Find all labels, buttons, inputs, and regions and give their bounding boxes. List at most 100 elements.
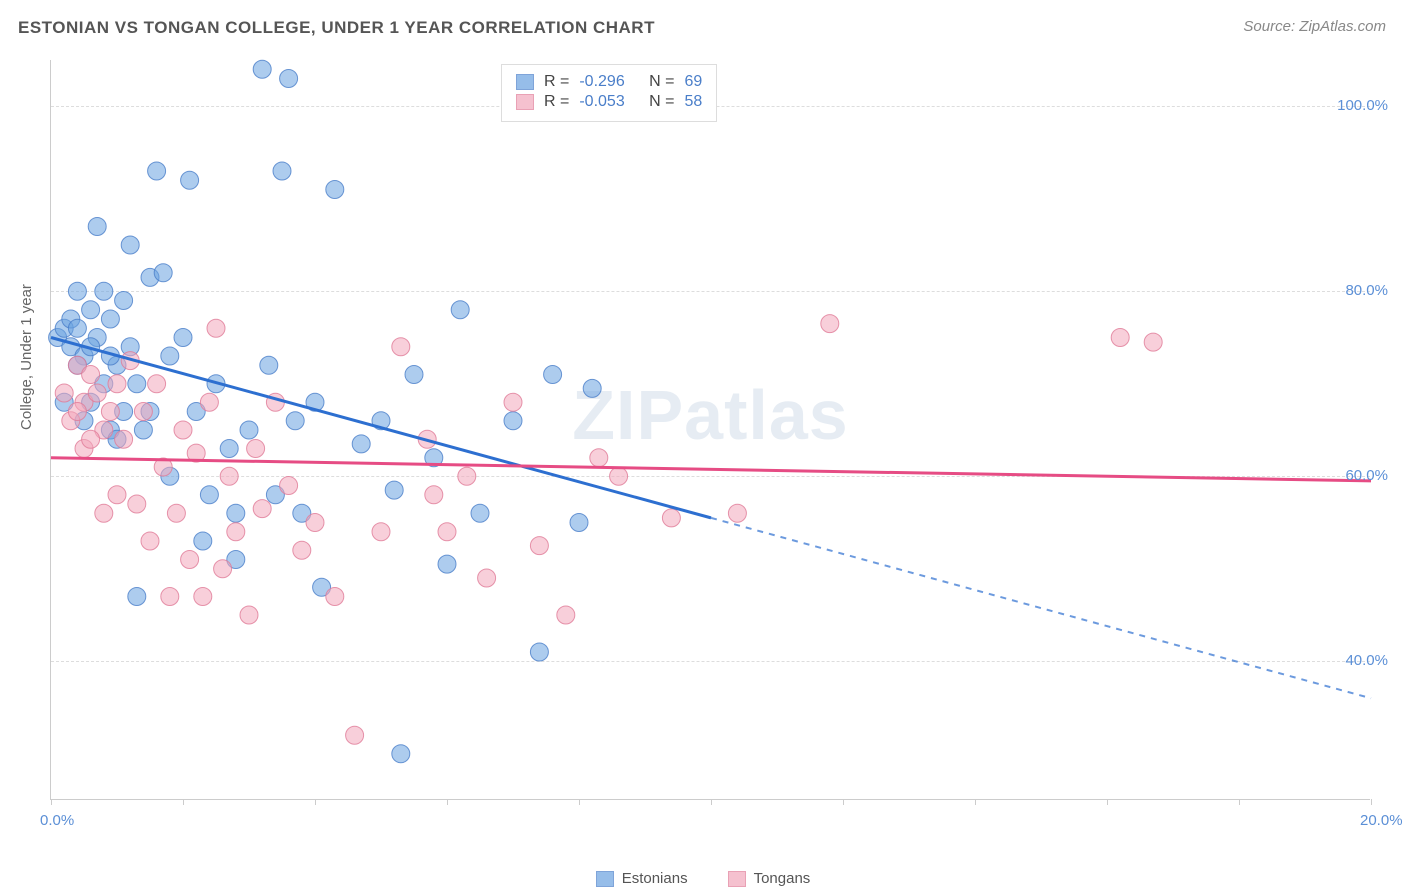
legend-swatch-tongans	[728, 871, 746, 887]
data-point	[438, 523, 456, 541]
data-point	[247, 440, 265, 458]
data-point	[161, 347, 179, 365]
data-point	[458, 467, 476, 485]
data-point	[108, 486, 126, 504]
stats-row-tongans: R = -0.053 N = 58	[516, 93, 702, 111]
data-point	[1144, 333, 1162, 351]
chart-title: ESTONIAN VS TONGAN COLLEGE, UNDER 1 YEAR…	[18, 18, 655, 38]
stats-legend-box: R = -0.296 N = 69 R = -0.053 N = 58	[501, 64, 717, 122]
n-value-estonians: 69	[685, 73, 703, 91]
data-point	[662, 509, 680, 527]
data-point	[108, 375, 126, 393]
trend-line-dashed	[711, 518, 1371, 698]
data-point	[293, 541, 311, 559]
data-point	[148, 162, 166, 180]
y-tick-label: 40.0%	[1345, 652, 1388, 669]
data-point	[220, 467, 238, 485]
data-point	[82, 366, 100, 384]
x-tick-label: 0.0%	[40, 812, 74, 829]
data-point	[214, 560, 232, 578]
data-point	[530, 643, 548, 661]
r-label: R =	[544, 93, 569, 111]
data-point	[392, 338, 410, 356]
data-point	[372, 523, 390, 541]
r-value-estonians: -0.296	[579, 73, 624, 91]
data-point	[352, 435, 370, 453]
data-point	[610, 467, 628, 485]
stats-row-estonians: R = -0.296 N = 69	[516, 73, 702, 91]
data-point	[141, 532, 159, 550]
data-point	[128, 495, 146, 513]
legend-label-tongans: Tongans	[754, 870, 811, 887]
data-point	[194, 532, 212, 550]
data-point	[174, 329, 192, 347]
data-point	[128, 588, 146, 606]
n-label: N =	[649, 73, 674, 91]
data-point	[557, 606, 575, 624]
swatch-estonians	[516, 74, 534, 90]
source-citation: Source: ZipAtlas.com	[1243, 18, 1386, 35]
r-value-tongans: -0.053	[579, 93, 624, 111]
data-point	[728, 504, 746, 522]
y-axis-label: College, Under 1 year	[18, 284, 35, 430]
data-point	[82, 430, 100, 448]
source-prefix: Source:	[1243, 18, 1299, 35]
data-point	[88, 218, 106, 236]
data-point	[438, 555, 456, 573]
data-point	[326, 181, 344, 199]
chart-container: ESTONIAN VS TONGAN COLLEGE, UNDER 1 YEAR…	[0, 0, 1406, 892]
data-point	[821, 315, 839, 333]
data-point	[273, 162, 291, 180]
data-point	[220, 440, 238, 458]
data-point	[154, 264, 172, 282]
data-point	[471, 504, 489, 522]
data-point	[590, 449, 608, 467]
data-point	[121, 236, 139, 254]
data-point	[200, 486, 218, 504]
data-point	[207, 319, 225, 337]
data-point	[101, 403, 119, 421]
data-point	[68, 403, 86, 421]
data-point	[240, 421, 258, 439]
y-tick-label: 80.0%	[1345, 282, 1388, 299]
data-point	[128, 375, 146, 393]
data-point	[1111, 329, 1129, 347]
x-tick-label: 20.0%	[1360, 812, 1403, 829]
data-point	[134, 403, 152, 421]
data-point	[392, 745, 410, 763]
data-point	[88, 384, 106, 402]
data-point	[181, 551, 199, 569]
data-point	[200, 393, 218, 411]
data-point	[174, 421, 192, 439]
r-label: R =	[544, 73, 569, 91]
data-point	[504, 393, 522, 411]
trend-line-solid	[51, 458, 1371, 481]
data-point	[425, 486, 443, 504]
data-point	[346, 726, 364, 744]
data-point	[167, 504, 185, 522]
data-point	[583, 379, 601, 397]
data-point	[326, 588, 344, 606]
legend-label-estonians: Estonians	[622, 870, 688, 887]
y-tick-label: 60.0%	[1345, 467, 1388, 484]
data-point	[95, 282, 113, 300]
data-point	[148, 375, 166, 393]
data-point	[260, 356, 278, 374]
data-point	[161, 588, 179, 606]
data-point	[101, 310, 119, 328]
data-point	[280, 70, 298, 88]
swatch-tongans	[516, 94, 534, 110]
source-link[interactable]: ZipAtlas.com	[1299, 18, 1386, 35]
data-point	[253, 60, 271, 78]
data-point	[451, 301, 469, 319]
n-label: N =	[649, 93, 674, 111]
data-point	[227, 523, 245, 541]
data-point	[253, 500, 271, 518]
data-point	[68, 319, 86, 337]
data-point	[544, 366, 562, 384]
data-point	[385, 481, 403, 499]
y-tick-label: 100.0%	[1337, 97, 1388, 114]
data-point	[504, 412, 522, 430]
legend-item-tongans: Tongans	[728, 870, 811, 887]
data-point	[286, 412, 304, 430]
